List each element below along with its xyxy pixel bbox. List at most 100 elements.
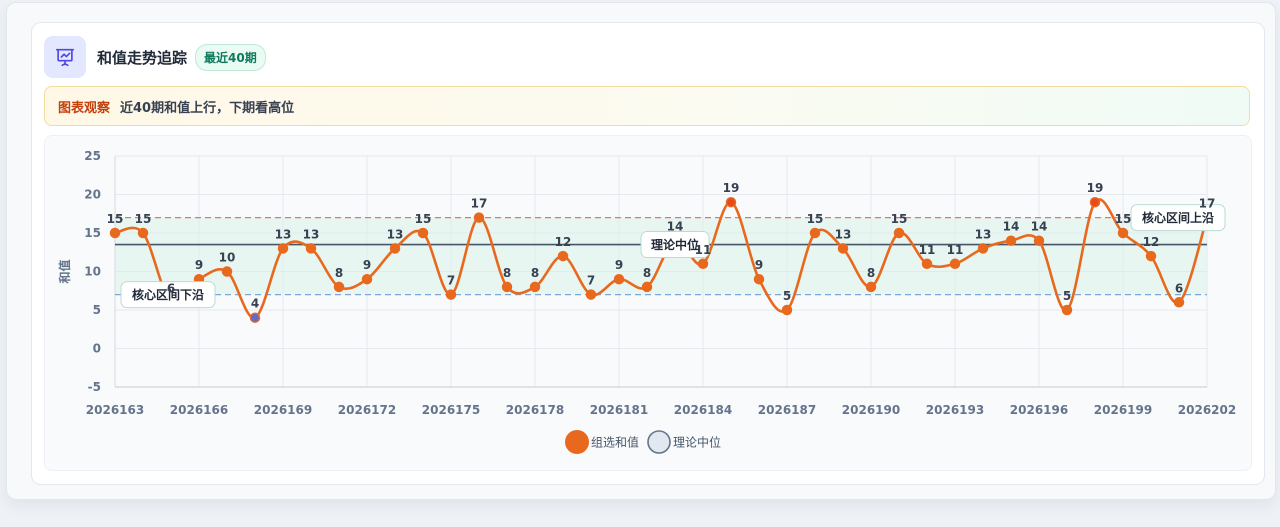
x-tick-label: 2026199 [1094,403,1152,417]
y-tick-label: 0 [93,342,101,356]
annotation-label: 核心区间上沿 [1142,210,1214,225]
x-tick-label: 2026169 [254,403,312,417]
data-point [249,312,261,323]
data-label: 19 [723,181,740,195]
x-tick-label: 2026172 [338,403,396,417]
data-point [837,243,849,254]
data-point [1145,250,1157,262]
x-tick-label: 2026193 [926,403,984,417]
data-point [277,243,289,254]
data-label: 15 [1115,212,1132,226]
data-label: 9 [615,258,623,272]
data-label: 11 [695,243,712,257]
data-point [753,273,765,285]
data-point [137,227,149,239]
data-point [557,250,569,262]
y-axis-title: 和值 [57,259,72,284]
y-tick-label: 5 [93,303,101,317]
data-point [641,281,653,293]
data-label: 15 [415,212,432,226]
data-point [809,227,821,239]
x-tick-label: 2026178 [506,403,564,417]
data-label: 8 [867,266,875,280]
data-label: 8 [531,266,539,280]
data-point [333,281,345,293]
chart-observation-banner: 图表观察 近40期和值上行，下期看高位 [44,86,1250,126]
data-label: 15 [107,212,124,226]
data-label: 14 [1031,220,1048,234]
data-label: 17 [471,197,488,211]
data-point [389,243,401,254]
data-label: 11 [919,243,936,257]
data-label: 8 [335,266,343,280]
data-label: 9 [755,258,763,272]
legend-label-series: 组选和值 [591,435,639,450]
trend-card: 和值走势追踪 最近40期 图表观察 近40期和值上行，下期看高位 -5 0 5 10 1… [31,22,1265,485]
period-badge: 最近40期 [195,43,266,71]
x-tick-label: 2026187 [758,403,816,417]
data-point [725,196,737,208]
data-point [921,258,933,270]
data-label: 6 [167,281,175,295]
data-point [949,258,961,270]
data-point [1005,235,1017,246]
data-point [529,281,541,293]
chart-area: -5 0 5 10 15 20 25 和值 2026163 2026166 2026169 20261… [44,135,1252,471]
data-point [865,281,877,293]
data-point [305,243,317,254]
data-label: 13 [303,227,320,241]
data-point [1117,227,1129,239]
data-label: 4 [251,297,259,311]
data-point [585,289,597,300]
y-tick-label: 20 [84,188,101,202]
annotation-label: 理论中位 [651,237,699,252]
annotation-box [640,231,710,259]
data-point [501,281,513,293]
data-point [445,289,457,300]
y-tick-label: 15 [84,226,101,240]
data-point [613,273,625,285]
data-label: 12 [1143,235,1160,249]
data-point [221,266,233,277]
card-header: 和值走势追踪 最近40期 [44,35,266,79]
annotation-box [120,281,216,309]
x-tick-label: 2026166 [170,403,228,417]
data-label: 8 [503,266,511,280]
y-tick-label: 25 [84,149,101,163]
data-label: 14 [667,220,684,234]
data-label: 9 [363,258,371,272]
data-point [361,273,373,285]
data-label: 19 [1087,181,1104,195]
data-label: 13 [275,227,292,241]
data-label: 10 [219,251,236,265]
observation-text: 近40期和值上行，下期看高位 [120,100,295,116]
legend-marker-median [647,430,671,454]
data-point [417,227,429,239]
x-tick-label: 2026184 [674,403,732,417]
dashboard-panel: 和值走势追踪 最近40期 图表观察 近40期和值上行，下期看高位 -5 0 5 10 1… [6,2,1276,500]
sum-trend-chart: -5 0 5 10 15 20 25 和值 2026163 2026166 2026169 20261… [57,149,1236,454]
presentation-chart-icon [44,36,86,78]
data-label: 5 [783,289,791,303]
data-point [473,212,485,223]
legend-marker-series [565,430,589,454]
data-point [893,227,905,239]
data-label: 13 [835,227,852,241]
x-tick-label: 2026196 [1010,403,1068,417]
y-tick-label: -5 [88,380,101,394]
data-label: 5 [1063,289,1071,303]
data-label: 15 [807,212,824,226]
card-title: 和值走势追踪 [97,48,188,67]
y-tick-label: 10 [84,265,101,279]
legend-label-median: 理论中位 [673,435,721,450]
data-point [109,227,121,239]
annotation-label: 核心区间下沿 [132,287,204,302]
data-label: 13 [387,227,404,241]
data-point [1173,297,1185,308]
x-tick-label: 2026163 [86,403,144,417]
data-label: 6 [1175,281,1183,295]
data-point [977,243,989,254]
data-point [781,304,793,316]
data-label: 8 [643,266,651,280]
data-point [1033,235,1045,246]
